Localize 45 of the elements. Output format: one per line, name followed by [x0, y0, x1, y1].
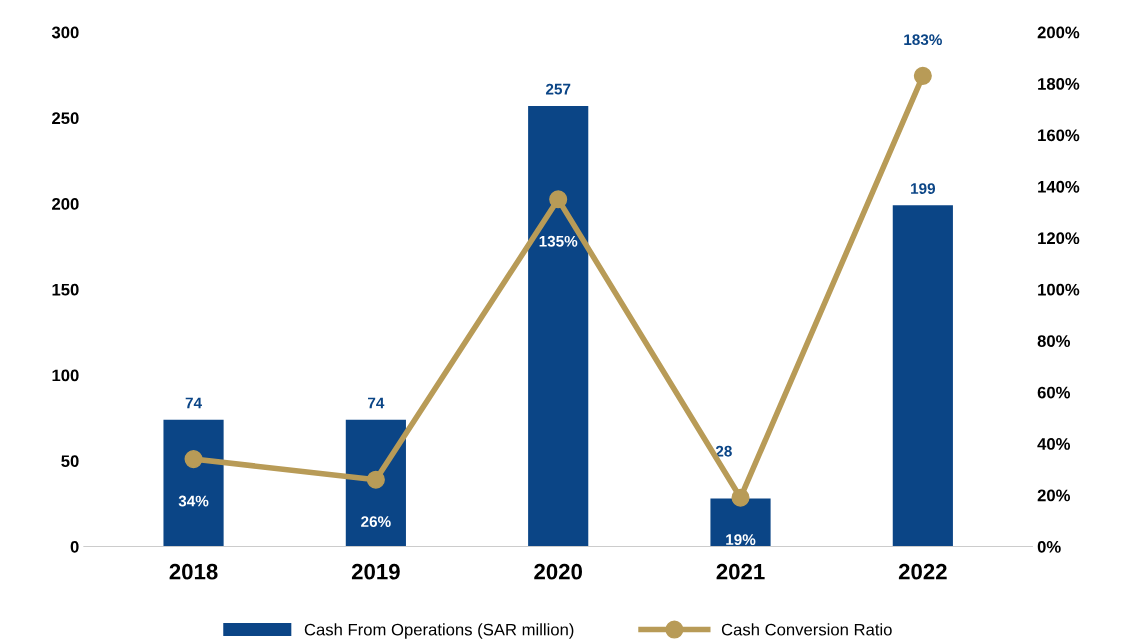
- legend-label: Cash Conversion Ratio: [721, 623, 892, 636]
- point: [549, 190, 568, 209]
- y-tick-label: 250: [52, 112, 79, 125]
- point: [184, 450, 203, 469]
- legend-label: Cash From Operations (SAR million): [304, 623, 574, 639]
- y2-tick-label: 100%: [1038, 283, 1080, 296]
- y2-tick-label: 20%: [1037, 489, 1071, 502]
- data-label: 199: [911, 183, 936, 194]
- y-tick-label: 300: [51, 26, 79, 39]
- data-label: 257: [545, 83, 571, 95]
- data-label: 28: [715, 445, 732, 457]
- bar: [163, 419, 224, 547]
- y-tick-label: 150: [52, 283, 79, 296]
- bar: [528, 105, 589, 547]
- data-label: 183%: [904, 34, 942, 46]
- x-tick-label: 2022: [898, 563, 947, 580]
- x-tick-label: 2020: [534, 563, 582, 580]
- data-label: 26%: [361, 516, 391, 528]
- bar: [345, 419, 406, 547]
- y-tick-label: 100: [52, 369, 79, 382]
- data-label: 19%: [726, 534, 756, 546]
- y-tick-label: 0: [70, 540, 79, 553]
- y2-tick-label: 200%: [1037, 26, 1080, 39]
- point: [913, 66, 932, 85]
- bar: [892, 205, 953, 547]
- data-label: 74: [185, 397, 202, 409]
- bar: [710, 498, 771, 547]
- x-tick-label: 2018: [169, 563, 218, 580]
- y2-tick-label: 180%: [1038, 77, 1080, 90]
- y2-tick-label: 60%: [1037, 386, 1071, 399]
- y-tick-label: 200: [52, 198, 79, 210]
- y2-tick-label: 40%: [1037, 438, 1071, 450]
- point: [731, 488, 750, 507]
- y2-tick-label: 120%: [1038, 232, 1080, 245]
- y2-tick-label: 0%: [1037, 540, 1061, 553]
- y2-tick-label: 140%: [1038, 180, 1080, 193]
- y-tick-label: 50: [61, 455, 79, 468]
- x-tick-label: 2021: [716, 563, 765, 580]
- x-tick-label: 2019: [351, 563, 400, 580]
- data-label: 74: [368, 397, 385, 409]
- data-label: 34%: [178, 495, 209, 507]
- y2-tick-label: 160%: [1038, 129, 1080, 142]
- y2-tick-label: 80%: [1037, 335, 1071, 347]
- data-label: 135%: [539, 235, 578, 247]
- point: [366, 470, 385, 489]
